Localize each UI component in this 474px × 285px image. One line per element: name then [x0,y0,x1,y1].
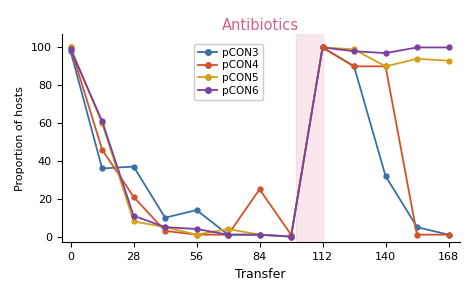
pCON4 [414,233,420,236]
pCON4 [383,65,388,68]
pCON5 [320,46,326,49]
pCON5 [99,121,105,125]
pCON3 [288,235,294,238]
pCON3 [225,233,231,236]
pCON3 [414,225,420,229]
pCON6 [131,214,137,217]
Line: pCON6: pCON6 [68,45,451,239]
pCON3 [320,46,326,49]
pCON6 [446,46,451,49]
pCON6 [257,233,263,236]
pCON5 [162,225,168,229]
pCON4 [351,65,357,68]
Line: pCON4: pCON4 [320,45,451,237]
pCON3 [446,233,451,236]
pCON6 [288,235,294,238]
pCON3 [131,165,137,168]
pCON3 [383,174,388,178]
Bar [296,34,323,242]
pCON6 [194,227,200,231]
pCON6 [414,46,420,49]
pCON4 [320,46,326,49]
Y-axis label: Proportion of hosts: Proportion of hosts [15,86,25,191]
pCON5 [351,48,357,51]
pCON6 [225,233,231,236]
X-axis label: Transfer: Transfer [236,268,286,280]
Legend: pCON3, pCON4, pCON5, pCON6: pCON3, pCON4, pCON5, pCON6 [194,44,263,100]
Line: pCON5: pCON5 [68,45,451,239]
pCON5 [225,227,231,231]
pCON3 [194,208,200,212]
pCON4 [446,233,451,236]
pCON5 [68,46,73,49]
pCON5 [194,233,200,236]
pCON5 [131,220,137,223]
pCON3 [351,65,357,68]
Title: Antibiotics: Antibiotics [222,18,299,33]
pCON6 [162,225,168,229]
pCON6 [68,48,73,51]
pCON6 [320,46,326,49]
pCON5 [288,235,294,238]
pCON3 [99,167,105,170]
Line: pCON3: pCON3 [68,45,451,239]
pCON3 [162,216,168,219]
pCON5 [383,65,388,68]
pCON5 [257,233,263,236]
pCON6 [351,50,357,53]
pCON3 [68,50,73,53]
pCON6 [99,119,105,123]
pCON5 [414,57,420,60]
pCON6 [383,51,388,55]
pCON5 [446,59,451,62]
pCON3 [257,233,263,236]
